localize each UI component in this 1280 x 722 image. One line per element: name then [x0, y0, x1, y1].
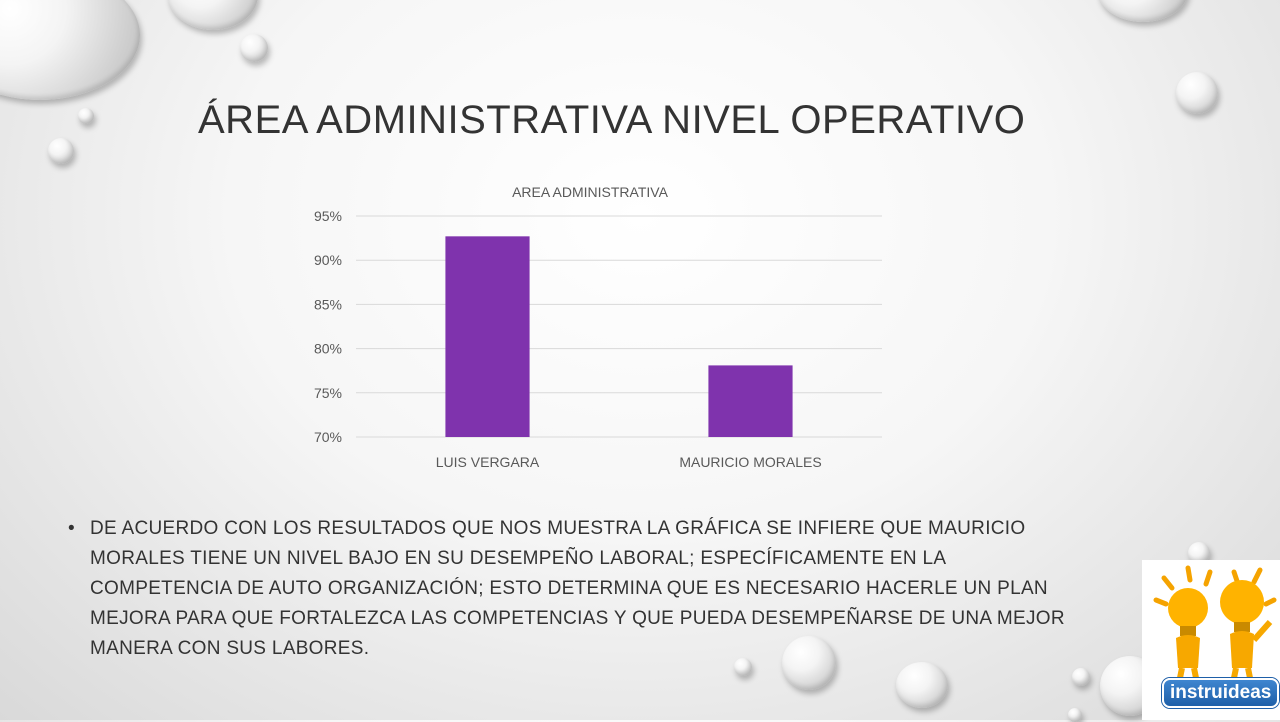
x-category-label: MAURICIO MORALES	[679, 454, 821, 470]
bubble-decoration	[78, 108, 94, 124]
y-tick-label: 90%	[314, 252, 342, 268]
bubble-decoration	[0, 0, 140, 100]
bubble-decoration	[734, 658, 752, 676]
bubble-decoration	[1176, 72, 1218, 114]
lightbulb-figures-icon	[1153, 565, 1277, 689]
y-tick-label: 95%	[314, 208, 342, 224]
chart-title: AREA ADMINISTRATIVA	[512, 184, 669, 200]
bubble-decoration	[1068, 708, 1082, 722]
x-category-label: LUIS VERGARA	[436, 454, 540, 470]
bubble-decoration	[782, 636, 836, 690]
y-tick-label: 85%	[314, 296, 342, 312]
instruideas-logo: instruideas	[1142, 560, 1280, 720]
bubble-decoration	[240, 34, 268, 62]
bubble-decoration	[1098, 0, 1188, 22]
slide-title: ÁREA ADMINISTRATIVA NIVEL OPERATIVO	[198, 98, 1026, 142]
bubble-decoration	[168, 0, 258, 30]
bubble-decoration	[1072, 668, 1090, 686]
bullet-text: DE ACUERDO CON LOS RESULTADOS QUE NOS MU…	[90, 518, 1065, 659]
bubble-decoration	[48, 138, 74, 164]
bar-mauricio-morales	[708, 365, 793, 437]
bar-chart: AREA ADMINISTRATIVA 70% 75% 80% 85% 90% 95% LU…	[314, 184, 882, 470]
bubble-decoration	[896, 662, 948, 708]
logo-text: instruideas	[1162, 678, 1280, 708]
y-tick-label: 75%	[314, 385, 342, 401]
y-tick-label: 80%	[314, 341, 342, 357]
bullet-paragraph: • DE ACUERDO CON LOS RESULTADOS QUE NOS …	[68, 514, 1090, 664]
bullet-symbol: •	[68, 518, 75, 539]
y-tick-label: 70%	[314, 429, 342, 445]
bar-luis-vergara	[445, 236, 530, 437]
bubble-decoration	[1188, 542, 1210, 564]
